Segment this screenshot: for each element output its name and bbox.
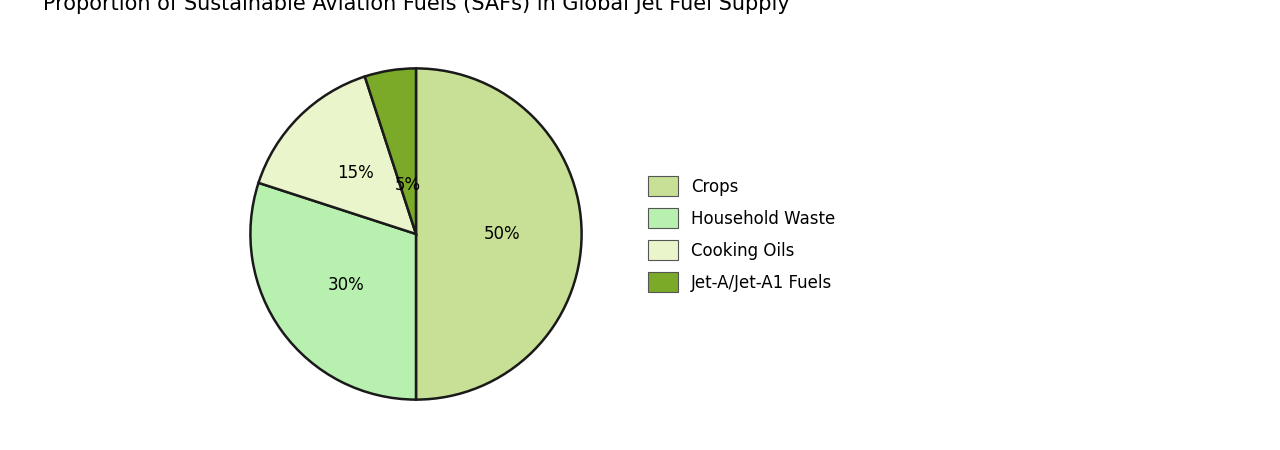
Wedge shape [259, 76, 416, 234]
Text: 50%: 50% [484, 225, 521, 243]
Text: 15%: 15% [337, 164, 374, 182]
Wedge shape [416, 68, 581, 400]
Legend: Crops, Household Waste, Cooking Oils, Jet-A/Jet-A1 Fuels: Crops, Household Waste, Cooking Oils, Je… [640, 167, 844, 301]
Text: 5%: 5% [396, 176, 421, 194]
Wedge shape [365, 68, 416, 234]
Text: 30%: 30% [328, 275, 365, 293]
Wedge shape [251, 183, 416, 400]
Title: Proportion of Sustainable Aviation Fuels (SAFs) in Global Jet Fuel Supply: Proportion of Sustainable Aviation Fuels… [42, 0, 790, 14]
